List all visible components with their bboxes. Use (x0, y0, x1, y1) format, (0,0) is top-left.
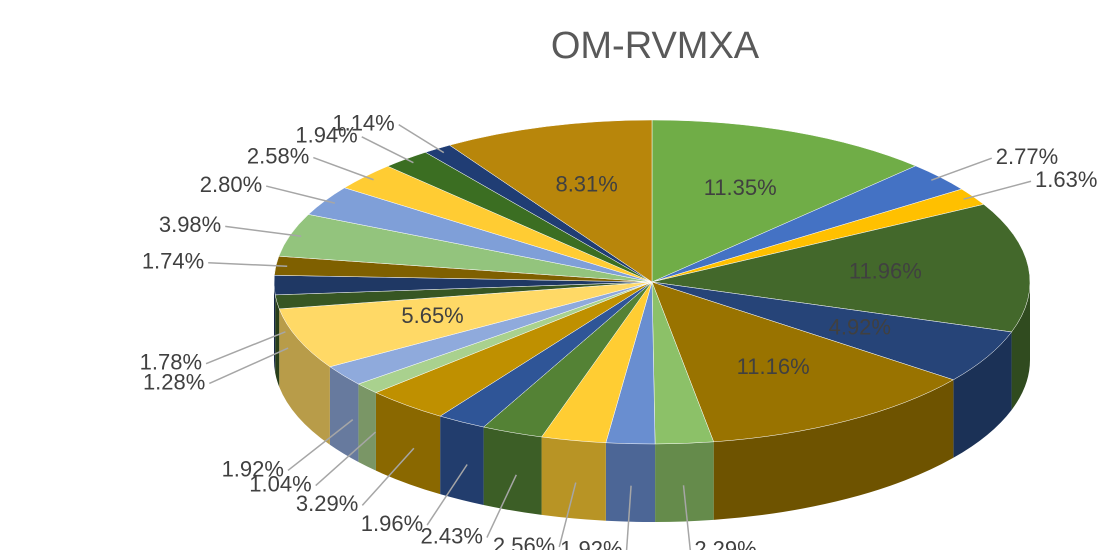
leader-line (225, 225, 302, 238)
slice (278, 281, 653, 368)
data-label: 1.78% (140, 349, 202, 374)
slice-side (541, 436, 606, 521)
leader-line (682, 485, 692, 551)
data-label: 1.28% (143, 369, 205, 394)
leader-line (208, 262, 288, 267)
slice-side (605, 442, 656, 522)
leader-line (398, 124, 445, 154)
slice (651, 204, 1031, 333)
leader-line (361, 136, 414, 164)
slice-side (713, 379, 954, 520)
leader-line (205, 331, 286, 365)
slice-side (440, 416, 484, 506)
data-label: 1.14% (332, 110, 394, 135)
data-label: 1.96% (361, 511, 423, 536)
data-label: 2.77% (996, 144, 1058, 169)
slice-side (655, 441, 714, 522)
slice (448, 119, 653, 283)
data-label: 4.92% (829, 314, 891, 339)
slice-side (375, 392, 441, 495)
leader-line (315, 431, 377, 487)
data-label: 1.92% (560, 537, 622, 550)
slice-side (1011, 282, 1030, 410)
leader-line (361, 447, 415, 506)
data-label: 2.80% (200, 172, 262, 197)
data-label: 2.29% (694, 536, 756, 550)
data-label: 2.58% (247, 143, 309, 168)
slice-side (953, 331, 1012, 458)
data-label: 5.65% (401, 303, 463, 328)
leader-line (558, 482, 577, 548)
leader-line (313, 156, 374, 181)
data-label: 1.74% (142, 249, 204, 274)
leader-line (931, 157, 993, 181)
data-label: 1.94% (295, 123, 357, 148)
slice-side (358, 384, 376, 471)
slice-side (279, 308, 330, 445)
slice-side (329, 366, 359, 463)
slice (651, 281, 954, 443)
data-label: 11.35% (704, 175, 777, 200)
leader-line (486, 474, 517, 538)
data-label: 8.31% (555, 171, 617, 196)
leader-line (265, 185, 336, 204)
leader-line (287, 419, 354, 472)
data-label: 2.43% (421, 523, 483, 548)
data-label: 1.63% (1035, 167, 1097, 192)
slice (651, 119, 917, 283)
data-label: 11.16% (737, 354, 810, 379)
data-label: 11.96% (849, 258, 922, 283)
data-label: 3.29% (296, 491, 358, 516)
leader-line (625, 485, 632, 551)
data-label: 2.56% (493, 533, 555, 550)
data-label: 3.98% (159, 212, 221, 237)
slice-side (275, 294, 280, 387)
data-label: 1.92% (222, 456, 284, 481)
slice-side (483, 427, 542, 515)
chart-title: OM-RVMXA (551, 25, 760, 67)
leader-line (963, 180, 1032, 200)
slice-side (274, 282, 276, 373)
data-label: 1.04% (249, 471, 311, 496)
leader-line (426, 464, 468, 526)
leader-line (209, 347, 289, 385)
